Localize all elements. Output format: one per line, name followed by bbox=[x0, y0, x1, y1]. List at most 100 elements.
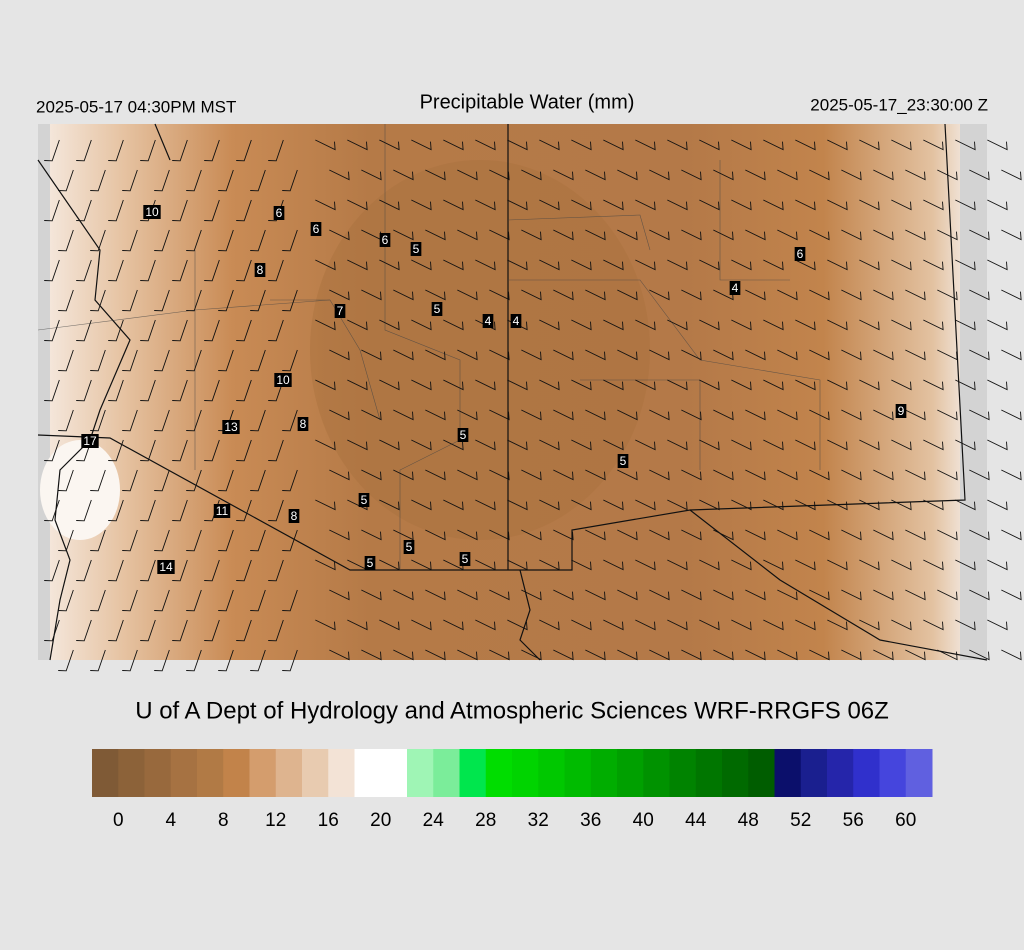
wind-barb bbox=[58, 649, 74, 672]
wind-barb bbox=[987, 499, 1008, 511]
wind-barb bbox=[282, 169, 298, 192]
wind-barb bbox=[140, 319, 156, 342]
wind-barb bbox=[443, 259, 464, 271]
wind-barb bbox=[923, 139, 944, 151]
wind-barb bbox=[521, 409, 542, 421]
wind-barb bbox=[955, 619, 976, 631]
station-value: 5 bbox=[434, 302, 441, 316]
colorbar-swatch bbox=[407, 749, 434, 797]
wind-barb bbox=[571, 379, 592, 391]
station: 5 bbox=[457, 428, 469, 442]
wind-barb bbox=[731, 319, 752, 331]
wind-barb bbox=[667, 559, 688, 571]
wind-barb bbox=[873, 289, 894, 301]
wind-barb bbox=[475, 439, 496, 451]
wind-barb bbox=[489, 349, 510, 361]
station: 5 bbox=[617, 454, 629, 468]
wind-barb bbox=[745, 169, 766, 181]
wind-barb bbox=[585, 289, 606, 301]
wind-barb bbox=[282, 589, 298, 612]
wind-barb bbox=[443, 319, 464, 331]
wind-barb bbox=[809, 349, 830, 361]
wind-barb bbox=[777, 409, 798, 421]
wind-barb bbox=[777, 649, 798, 661]
station-value: 5 bbox=[367, 556, 374, 570]
colorbar-swatch bbox=[538, 749, 565, 797]
wind-barb bbox=[329, 529, 350, 541]
wind-barb bbox=[731, 439, 752, 451]
wind-barb bbox=[713, 529, 734, 541]
wind-barb bbox=[361, 589, 382, 601]
wind-barb bbox=[873, 649, 894, 661]
wind-barb bbox=[539, 439, 560, 451]
wind-barb bbox=[282, 289, 298, 312]
wind-barb bbox=[745, 529, 766, 541]
colorbar: 0 4 8 12 16 20 24 28 32 36 40 44 48 52 56 60 bbox=[92, 749, 933, 831]
wind-barb bbox=[186, 469, 202, 492]
wind-barb bbox=[379, 379, 400, 391]
colorbar-swatch bbox=[590, 749, 618, 797]
wind-barb bbox=[457, 289, 478, 301]
wind-barb bbox=[571, 319, 592, 331]
wind-barb bbox=[777, 289, 798, 301]
wind-barb bbox=[122, 289, 138, 312]
wind-barb bbox=[361, 469, 382, 481]
wind-barb bbox=[731, 139, 752, 151]
wind-barb bbox=[969, 589, 990, 601]
station: 14 bbox=[157, 560, 175, 574]
wind-barb bbox=[891, 619, 912, 631]
wind-barb bbox=[44, 319, 60, 342]
wind-barb bbox=[873, 169, 894, 181]
wind-barb bbox=[475, 199, 496, 211]
wind-barb bbox=[795, 379, 816, 391]
wind-barb bbox=[827, 379, 848, 391]
wind-barb bbox=[955, 439, 976, 451]
station: 5 bbox=[431, 302, 443, 316]
wind-barb bbox=[108, 559, 124, 582]
wind-barb bbox=[777, 589, 798, 601]
wind-barb bbox=[585, 349, 606, 361]
wind-barb bbox=[905, 649, 926, 661]
wind-barb bbox=[937, 469, 958, 481]
wind-barb bbox=[731, 499, 752, 511]
wind-barb bbox=[891, 139, 912, 151]
wind-barb bbox=[923, 259, 944, 271]
wind-barb bbox=[90, 349, 106, 372]
wind-barb bbox=[122, 169, 138, 192]
station-box bbox=[510, 314, 522, 328]
wind-barb bbox=[108, 319, 124, 342]
wind-barb bbox=[841, 169, 862, 181]
wind-barb bbox=[987, 199, 1008, 211]
wind-barb bbox=[236, 439, 252, 462]
wind-barb bbox=[1001, 529, 1022, 541]
wind-barb bbox=[393, 349, 414, 361]
wind-barb bbox=[44, 559, 60, 582]
wind-barb bbox=[329, 589, 350, 601]
station-box bbox=[403, 540, 415, 554]
colorbar-tick-label: 60 bbox=[895, 810, 916, 831]
wind-barb bbox=[172, 319, 188, 342]
wind-barb bbox=[507, 559, 528, 571]
wind-barb bbox=[172, 559, 188, 582]
wind-barb bbox=[955, 499, 976, 511]
wind-barb bbox=[585, 649, 606, 661]
wind-barb bbox=[873, 469, 894, 481]
wind-barb bbox=[58, 469, 74, 492]
wind-barb bbox=[250, 169, 266, 192]
wind-barb bbox=[891, 439, 912, 451]
station-value: 4 bbox=[513, 314, 520, 328]
wind-barb bbox=[923, 499, 944, 511]
wind-barb bbox=[681, 529, 702, 541]
wind-barb bbox=[521, 349, 542, 361]
colorbar-swatch bbox=[617, 749, 644, 797]
wind-barb bbox=[250, 649, 266, 672]
wind-barb bbox=[713, 349, 734, 361]
wind-barb bbox=[90, 229, 106, 252]
wind-barb bbox=[154, 529, 170, 552]
wind-barb bbox=[713, 169, 734, 181]
wind-barb bbox=[891, 499, 912, 511]
colorbar-swatch bbox=[380, 749, 408, 797]
wind-barb bbox=[379, 319, 400, 331]
wind-barb bbox=[617, 169, 638, 181]
station: 6 bbox=[310, 222, 322, 236]
